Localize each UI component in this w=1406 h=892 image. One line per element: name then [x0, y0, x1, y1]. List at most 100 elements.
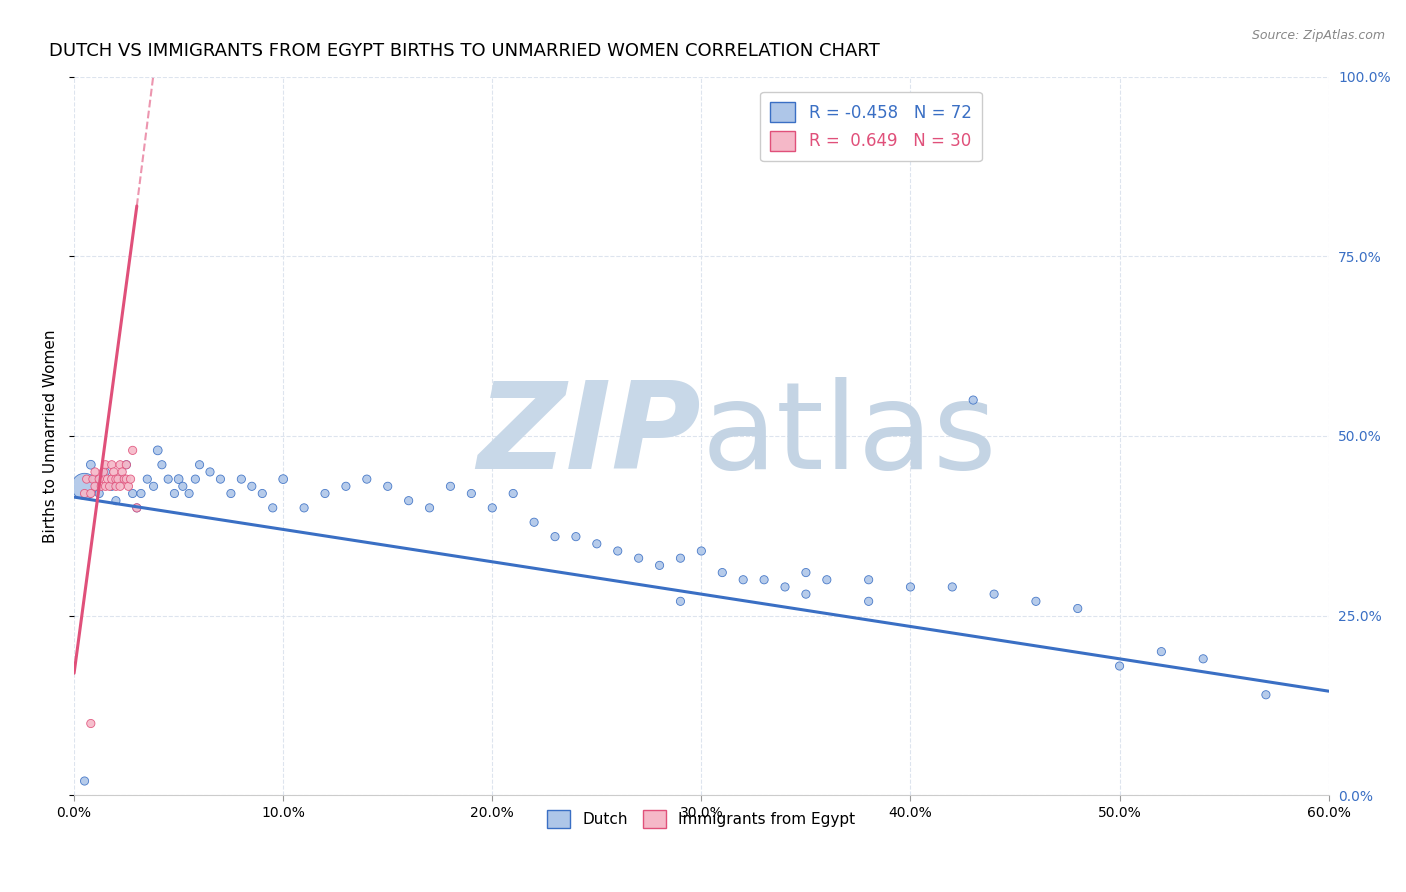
Point — [129, 486, 152, 500]
Point — [184, 472, 207, 486]
Point — [89, 472, 111, 486]
Point — [100, 458, 122, 472]
Point — [1108, 659, 1130, 673]
Point — [231, 472, 253, 486]
Point — [94, 458, 117, 472]
Point — [177, 486, 200, 500]
Point — [172, 479, 194, 493]
Point — [606, 544, 628, 558]
Point — [398, 493, 420, 508]
Text: Source: ZipAtlas.com: Source: ZipAtlas.com — [1251, 29, 1385, 42]
Point — [858, 573, 880, 587]
Point — [93, 465, 115, 479]
Point — [103, 465, 125, 479]
Point — [108, 472, 131, 486]
Text: ZIP: ZIP — [478, 377, 702, 494]
Point — [111, 465, 134, 479]
Point — [439, 479, 461, 493]
Point — [80, 458, 103, 472]
Point — [167, 472, 190, 486]
Point — [108, 458, 131, 472]
Point — [502, 486, 524, 500]
Point — [80, 486, 103, 500]
Point — [314, 486, 336, 500]
Point — [120, 472, 142, 486]
Point — [115, 458, 138, 472]
Point — [84, 465, 107, 479]
Point — [76, 472, 98, 486]
Point — [112, 472, 135, 486]
Point — [1025, 594, 1047, 608]
Point — [73, 479, 96, 493]
Point — [1254, 688, 1277, 702]
Point — [523, 515, 546, 529]
Point — [117, 479, 139, 493]
Point — [96, 472, 118, 486]
Point — [733, 573, 755, 587]
Point — [150, 458, 173, 472]
Point — [82, 472, 104, 486]
Point — [460, 486, 482, 500]
Point — [121, 486, 143, 500]
Point — [90, 479, 112, 493]
Point — [669, 551, 692, 566]
Point — [89, 486, 111, 500]
Point — [98, 479, 121, 493]
Point — [481, 500, 503, 515]
Point — [711, 566, 734, 580]
Y-axis label: Births to Unmarried Women: Births to Unmarried Women — [44, 329, 58, 542]
Point — [773, 580, 796, 594]
Point — [1192, 652, 1215, 666]
Point — [1150, 645, 1173, 659]
Point — [209, 472, 232, 486]
Point — [544, 530, 567, 544]
Point — [104, 479, 127, 493]
Point — [292, 500, 315, 515]
Point — [104, 472, 127, 486]
Point — [108, 479, 131, 493]
Point — [80, 716, 103, 731]
Point — [1067, 601, 1090, 615]
Point — [690, 544, 713, 558]
Point — [962, 392, 984, 407]
Text: atlas: atlas — [702, 377, 997, 494]
Point — [163, 486, 186, 500]
Point — [125, 500, 148, 515]
Point — [115, 472, 138, 486]
Point — [252, 486, 274, 500]
Point — [794, 587, 817, 601]
Point — [356, 472, 378, 486]
Text: DUTCH VS IMMIGRANTS FROM EGYPT BIRTHS TO UNMARRIED WOMEN CORRELATION CHART: DUTCH VS IMMIGRANTS FROM EGYPT BIRTHS TO… — [49, 42, 880, 60]
Point — [73, 486, 96, 500]
Point — [107, 472, 129, 486]
Point — [627, 551, 650, 566]
Point — [136, 472, 159, 486]
Point — [669, 594, 692, 608]
Point — [585, 537, 607, 551]
Point — [121, 443, 143, 458]
Point — [188, 458, 211, 472]
Point — [84, 479, 107, 493]
Point — [94, 479, 117, 493]
Point — [104, 493, 127, 508]
Point — [335, 479, 357, 493]
Point — [94, 465, 117, 479]
Point — [146, 443, 169, 458]
Point — [73, 774, 96, 789]
Point — [100, 472, 122, 486]
Point — [941, 580, 963, 594]
Point — [419, 500, 441, 515]
Point — [157, 472, 180, 486]
Point — [198, 465, 221, 479]
Point — [142, 479, 165, 493]
Point — [115, 458, 138, 472]
Point — [794, 566, 817, 580]
Point — [900, 580, 922, 594]
Point — [377, 479, 399, 493]
Point — [219, 486, 242, 500]
Point — [648, 558, 671, 573]
Point — [752, 573, 775, 587]
Point — [271, 472, 294, 486]
Point — [100, 479, 122, 493]
Legend: Dutch, Immigrants from Egypt: Dutch, Immigrants from Egypt — [541, 804, 862, 835]
